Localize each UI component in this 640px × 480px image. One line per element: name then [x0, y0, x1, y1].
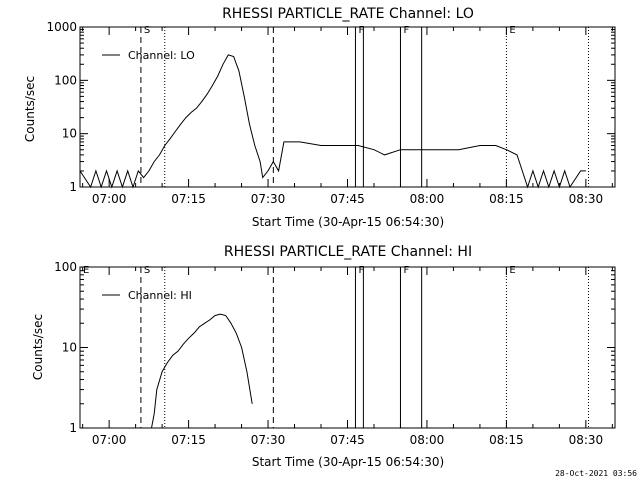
- footer-timestamp: 28-Oct-2021 03:56: [555, 469, 637, 478]
- chart-1-marker-label: F: [358, 25, 364, 36]
- chart-1-marker-label: F: [403, 25, 409, 36]
- chart-1-ytick-label: 100: [54, 73, 77, 87]
- chart-2-marker-label: E: [83, 265, 89, 276]
- chart-1-plot: 1 10 100 1000 07:00 07:15 07:30 07:45 08:00 08:15…: [46, 20, 616, 206]
- chart-2-marker-label: F: [403, 265, 409, 276]
- chart-2-marker-label: S: [144, 265, 150, 276]
- chart-2-xtick-label: 08:00: [410, 433, 445, 447]
- chart-2-ytick-label: 1: [69, 421, 77, 435]
- chart-1-ytick-label: 10: [62, 127, 77, 141]
- chart-1-ytick-label: 1: [69, 180, 77, 194]
- chart-1-ylabel: Counts/sec: [23, 76, 37, 142]
- chart-2-xtick-label: 07:00: [92, 433, 127, 447]
- chart-1-xtick-label: 07:00: [92, 192, 127, 206]
- chart-2-xtick-label: 08:30: [569, 433, 604, 447]
- chart-2-xlabel: Start Time (30-Apr-15 06:54:30): [252, 455, 444, 469]
- chart-1-series-line: [79, 54, 586, 189]
- chart-1-marker-label: E: [509, 25, 515, 36]
- chart-2-legend-label: Channel: HI: [128, 289, 192, 302]
- chart-2-series-line: [151, 313, 253, 429]
- chart-2-plot: 1 10 100 07:00 07:15 07:30 07:45 08:00 08:15 08:3…: [54, 260, 616, 447]
- chart-1-xtick-label: 08:00: [410, 192, 445, 206]
- chart-2-xtick-label: 07:45: [330, 433, 365, 447]
- chart-2-title: RHESSI PARTICLE_RATE Channel: HI: [224, 244, 472, 260]
- chart-2-xtick-label: 08:15: [489, 433, 524, 447]
- chart-2-xtick-label: 07:15: [171, 433, 206, 447]
- chart-1-ytick-label: 1000: [46, 20, 77, 34]
- chart-1-title: RHESSI PARTICLE_RATE Channel: LO: [222, 6, 474, 22]
- chart-1-xlabel: Start Time (30-Apr-15 06:54:30): [252, 215, 444, 229]
- chart-2-xtick-label: 07:30: [251, 433, 286, 447]
- chart-2-marker-label: F: [358, 265, 364, 276]
- chart-2-ytick-label: 100: [54, 260, 77, 274]
- chart-1-xtick-label: 08:15: [489, 192, 524, 206]
- chart-1-xtick-label: 07:45: [330, 192, 365, 206]
- chart-2-ylabel: Counts/sec: [31, 314, 45, 380]
- chart-2-ytick-label: 10: [62, 341, 77, 355]
- chart-1-marker-label: S: [144, 25, 150, 36]
- chart-1-legend-label: Channel: LO: [128, 49, 195, 62]
- chart-1-xtick-label: 08:30: [569, 192, 604, 206]
- chart-2-marker-label: E: [509, 265, 515, 276]
- chart-1-xtick-label: 07:15: [171, 192, 206, 206]
- chart-1-xtick-label: 07:30: [251, 192, 286, 206]
